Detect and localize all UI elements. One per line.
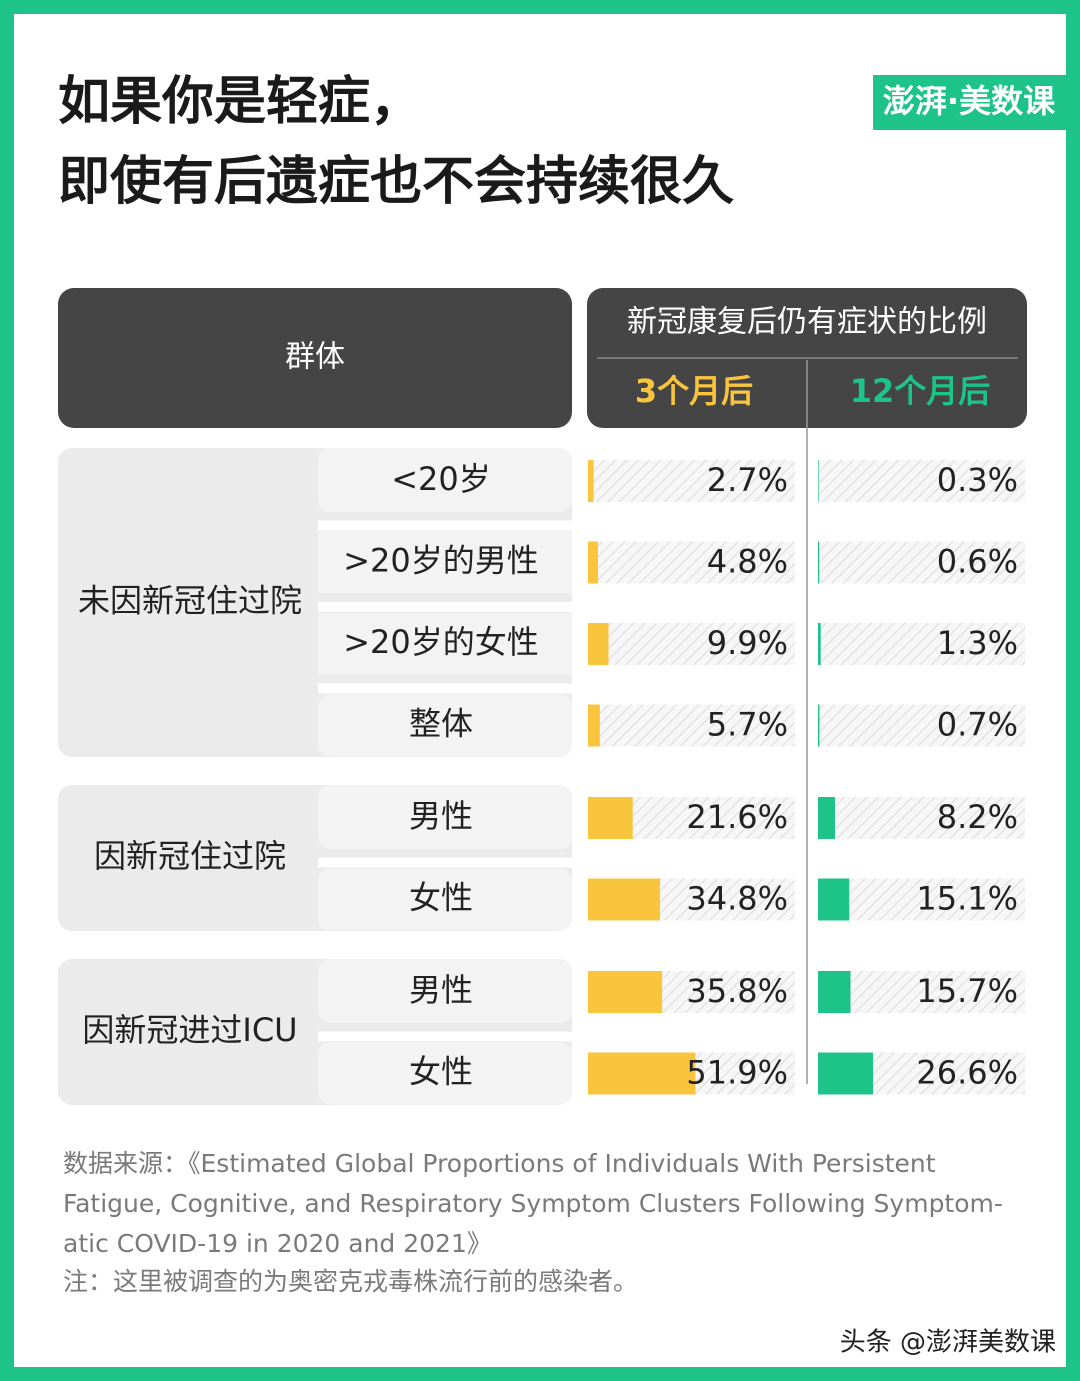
- category-cell: [318, 613, 572, 675]
- bar: [588, 1052, 696, 1095]
- bar: [818, 878, 850, 921]
- bar: [818, 541, 820, 584]
- watermark: 头条 @澎湃美数课: [840, 1328, 1056, 1358]
- legend-label: 3个月后: [635, 372, 753, 410]
- category-cell: [318, 785, 572, 849]
- bar: [818, 623, 821, 665]
- value-label: 35.8%: [686, 972, 788, 1010]
- category-label: 男性: [409, 971, 473, 1009]
- bar-track: [818, 971, 1025, 1013]
- source-line: atic COVID-19 in 2020 and 2021》: [63, 1229, 492, 1258]
- title-line: 如果你是轻症，: [58, 72, 422, 132]
- title-line: 即使有后遗症也不会持续很久: [58, 152, 734, 212]
- category-cell: [318, 1042, 572, 1105]
- group-label: 因新冠进过ICU: [82, 1011, 297, 1049]
- bar-track: [818, 704, 1025, 747]
- bar: [588, 623, 609, 665]
- footer: 数据来源：《Estimated Global Proportions of In…: [63, 1149, 1003, 1296]
- bar-track: [818, 878, 1025, 921]
- group-header: 群体: [285, 340, 345, 375]
- bar: [588, 704, 600, 747]
- category-label: 整体: [409, 705, 473, 743]
- bar-track: [818, 541, 1025, 584]
- logo: 澎湃·美数课: [883, 82, 1056, 120]
- cell-gap: [318, 1031, 572, 1042]
- source-line: Fatigue, Cognitive, and Respiratory Symp…: [63, 1189, 1003, 1218]
- bar-track: [588, 460, 795, 502]
- logo-box: [873, 75, 1066, 130]
- group-label: 未因新冠住过院: [78, 582, 302, 620]
- bar: [818, 1052, 874, 1095]
- value-label: 2.7%: [707, 461, 788, 499]
- category-cell: [318, 448, 572, 512]
- category-cell: [318, 959, 572, 1023]
- cell-gap: [318, 683, 572, 694]
- bar-track: [588, 541, 795, 584]
- header-box: [58, 288, 572, 428]
- value-label: 34.8%: [686, 880, 788, 918]
- group-label: 因新冠住过院: [94, 837, 286, 875]
- cell-gap: [318, 602, 572, 612]
- category-cell: [318, 694, 572, 757]
- bar: [818, 460, 819, 502]
- value-label: 5.7%: [707, 706, 788, 744]
- category-label: 男性: [409, 797, 473, 835]
- value-label: 1.3%: [937, 624, 1018, 662]
- bar: [818, 971, 851, 1013]
- value-label: 0.7%: [937, 706, 1018, 744]
- value-label: 15.1%: [916, 880, 1018, 918]
- value-label: 51.9%: [686, 1054, 788, 1092]
- bar: [588, 541, 598, 584]
- value-label: 26.6%: [916, 1054, 1018, 1092]
- bar: [818, 704, 820, 747]
- legend-label: 12个月后: [850, 372, 991, 410]
- bar-track: [818, 623, 1025, 665]
- value-label: 8.2%: [937, 798, 1018, 836]
- category-label: >20岁的女性: [343, 623, 539, 661]
- bar: [588, 971, 663, 1013]
- category-label: >20岁的男性: [343, 542, 539, 580]
- note: 注：这里被调查的为奥密克戎毒株流行前的感染者。: [63, 1267, 638, 1296]
- bar-track: [818, 460, 1025, 502]
- bar: [818, 797, 835, 839]
- bar-track: [818, 797, 1025, 839]
- source-line: 数据来源：《Estimated Global Proportions of In…: [63, 1149, 936, 1178]
- value-label: 9.9%: [707, 624, 788, 662]
- bar: [588, 460, 594, 502]
- category-label: <20岁: [391, 460, 491, 498]
- bar-track: [588, 623, 795, 665]
- bar: [588, 878, 661, 921]
- value-label: 21.6%: [686, 798, 788, 836]
- cell-gap: [318, 520, 572, 531]
- value-label: 4.8%: [707, 543, 788, 581]
- category-label: 女性: [409, 879, 473, 917]
- value-header: 新冠康复后仍有症状的比例: [627, 305, 987, 340]
- value-label: 15.7%: [916, 972, 1018, 1010]
- value-label: 0.3%: [937, 461, 1018, 499]
- cell-gap: [318, 857, 572, 868]
- bar-track: [588, 704, 795, 747]
- value-label: 0.6%: [937, 543, 1018, 581]
- category-cell: [318, 531, 572, 594]
- category-cell: [318, 868, 572, 931]
- bar: [588, 797, 633, 839]
- category-label: 女性: [409, 1053, 473, 1091]
